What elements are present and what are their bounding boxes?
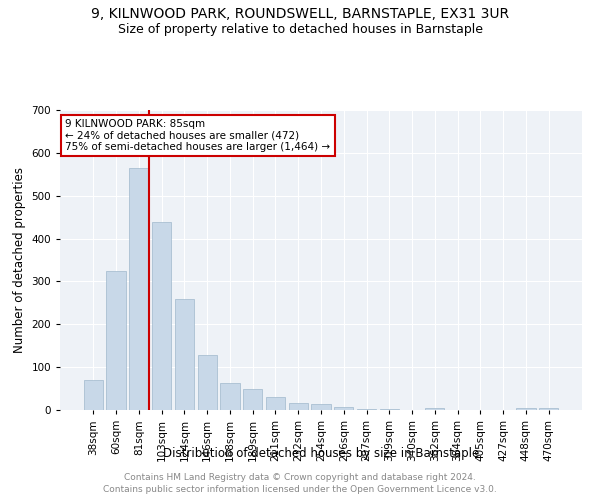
Bar <box>84 380 103 410</box>
Bar <box>266 397 285 410</box>
Bar <box>539 408 558 410</box>
Bar <box>311 404 331 410</box>
Text: Size of property relative to detached houses in Barnstaple: Size of property relative to detached ho… <box>118 22 482 36</box>
Bar <box>357 408 376 410</box>
Bar <box>106 270 126 410</box>
Text: 9, KILNWOOD PARK, ROUNDSWELL, BARNSTAPLE, EX31 3UR: 9, KILNWOOD PARK, ROUNDSWELL, BARNSTAPLE… <box>91 8 509 22</box>
Text: Contains public sector information licensed under the Open Government Licence v3: Contains public sector information licen… <box>103 485 497 494</box>
Y-axis label: Number of detached properties: Number of detached properties <box>13 167 26 353</box>
Bar <box>175 300 194 410</box>
Bar <box>516 408 536 410</box>
Bar <box>220 384 239 410</box>
Bar <box>334 408 353 410</box>
Bar <box>197 355 217 410</box>
Bar <box>425 408 445 410</box>
Text: Distribution of detached houses by size in Barnstaple: Distribution of detached houses by size … <box>163 448 479 460</box>
Bar <box>289 402 308 410</box>
Text: Contains HM Land Registry data © Crown copyright and database right 2024.: Contains HM Land Registry data © Crown c… <box>124 472 476 482</box>
Bar <box>152 222 172 410</box>
Bar <box>129 168 149 410</box>
Text: 9 KILNWOOD PARK: 85sqm
← 24% of detached houses are smaller (472)
75% of semi-de: 9 KILNWOOD PARK: 85sqm ← 24% of detached… <box>65 119 331 152</box>
Bar <box>243 388 262 410</box>
Bar <box>380 409 399 410</box>
